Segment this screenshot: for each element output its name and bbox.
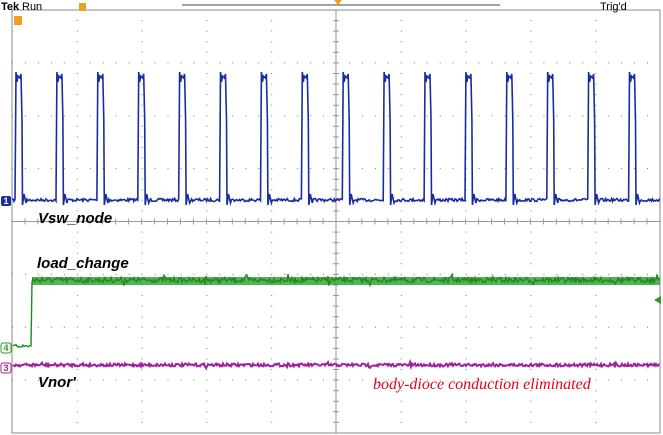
trigger-state: Trig'd — [600, 1, 627, 13]
channel-label: load_change — [37, 255, 129, 272]
trigger-position-marker — [79, 3, 86, 11]
annotation: body-dioce conduction eliminated — [373, 376, 592, 393]
trigger-level-marker — [14, 16, 22, 25]
ch3-trace — [12, 358, 660, 371]
channel-label: Vnor' — [38, 374, 76, 391]
ch1-marker-box — [1, 196, 11, 206]
ch4-trigger-arrow — [654, 296, 661, 304]
ch3-marker: 3 — [3, 363, 8, 373]
ch3-marker-box — [0, 362, 12, 374]
ch1-marker: 1 — [3, 196, 8, 206]
ch4-marker-box — [0, 342, 12, 354]
run-state: Run — [22, 1, 42, 13]
ch4-trace — [12, 272, 660, 348]
graticule-border — [11, 9, 661, 434]
channel-label: Vsw_node — [38, 210, 112, 227]
ch1-trace — [12, 71, 661, 207]
waveforms — [12, 71, 661, 371]
trigger-marker — [334, 0, 342, 5]
ch4-marker: 4 — [3, 343, 8, 353]
brand: Tek — [1, 1, 20, 13]
